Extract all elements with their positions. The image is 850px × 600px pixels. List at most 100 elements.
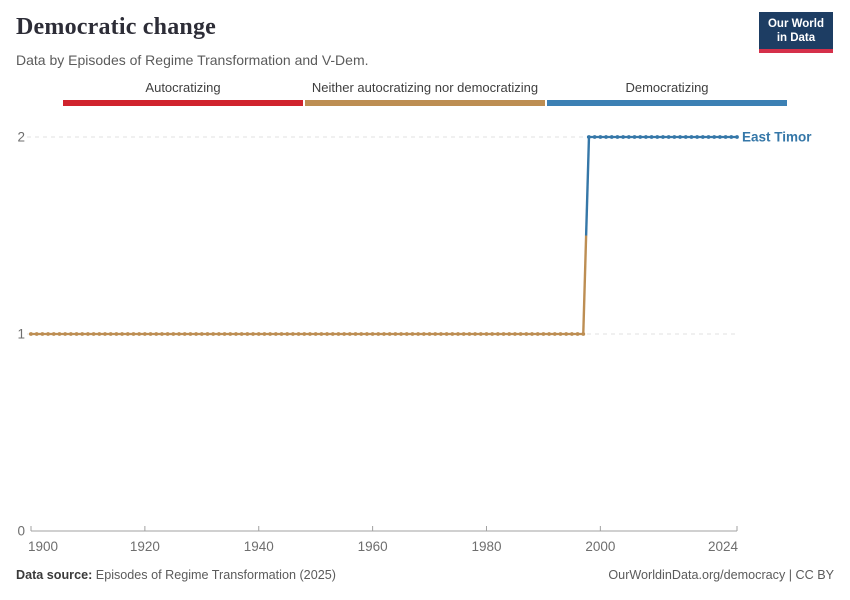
data-point-1935[interactable] xyxy=(228,332,233,336)
data-point-1916[interactable] xyxy=(120,332,124,336)
data-point-1956[interactable] xyxy=(347,332,352,336)
data-point-2001[interactable] xyxy=(604,135,608,139)
data-point-1926[interactable] xyxy=(177,332,181,336)
data-point-1974[interactable] xyxy=(450,332,455,336)
data-point-2012[interactable] xyxy=(666,135,671,139)
data-point-1975[interactable] xyxy=(456,332,460,336)
data-point-1982[interactable] xyxy=(495,332,500,336)
data-point-1906[interactable] xyxy=(63,332,68,336)
data-point-1954[interactable] xyxy=(336,332,341,336)
data-point-1920[interactable] xyxy=(142,332,147,336)
data-point-1915[interactable] xyxy=(114,332,119,336)
data-point-1925[interactable] xyxy=(171,332,176,336)
data-point-1992[interactable] xyxy=(552,332,557,336)
data-point-1909[interactable] xyxy=(80,332,85,336)
data-point-1981[interactable] xyxy=(490,332,495,336)
data-point-1966[interactable] xyxy=(404,332,409,336)
data-point-1977[interactable] xyxy=(467,332,472,336)
owid-logo[interactable]: Our World in Data xyxy=(758,12,833,54)
data-point-2002[interactable] xyxy=(609,135,614,139)
data-point-1986[interactable] xyxy=(518,332,523,336)
data-point-2006[interactable] xyxy=(632,135,637,139)
data-point-2020[interactable] xyxy=(712,135,717,139)
data-point-2005[interactable] xyxy=(626,135,631,139)
data-point-1941[interactable] xyxy=(262,332,267,336)
data-point-1932[interactable] xyxy=(211,332,216,336)
data-point-2017[interactable] xyxy=(695,135,700,139)
data-point-2019[interactable] xyxy=(706,135,711,139)
data-point-1942[interactable] xyxy=(268,332,273,336)
data-point-1987[interactable] xyxy=(524,332,529,336)
data-point-1970[interactable] xyxy=(427,332,432,336)
data-point-1929[interactable] xyxy=(194,332,199,336)
data-point-1959[interactable] xyxy=(365,332,369,336)
data-point-1999[interactable] xyxy=(592,135,597,139)
data-point-1900[interactable] xyxy=(29,332,33,336)
data-point-1928[interactable] xyxy=(188,332,193,336)
data-point-1957[interactable] xyxy=(353,332,358,336)
data-point-1985[interactable] xyxy=(513,332,517,336)
data-point-1901[interactable] xyxy=(34,332,39,336)
data-point-1923[interactable] xyxy=(160,332,164,336)
data-point-1963[interactable] xyxy=(387,332,392,336)
data-point-1953[interactable] xyxy=(330,332,335,336)
data-point-1940[interactable] xyxy=(256,332,261,336)
data-point-2013[interactable] xyxy=(672,135,677,139)
data-point-1969[interactable] xyxy=(421,332,426,336)
data-point-1984[interactable] xyxy=(507,332,512,336)
data-point-1973[interactable] xyxy=(444,332,449,336)
data-point-2011[interactable] xyxy=(661,135,665,139)
data-point-2009[interactable] xyxy=(649,135,654,139)
data-point-1979[interactable] xyxy=(478,332,483,336)
data-point-2024[interactable] xyxy=(735,135,739,139)
data-point-1944[interactable] xyxy=(279,332,284,336)
data-point-2021[interactable] xyxy=(718,135,722,139)
data-point-2010[interactable] xyxy=(655,135,660,139)
owid-credit-link[interactable]: OurWorldinData.org/democracy | CC BY xyxy=(608,568,834,582)
data-point-1930[interactable] xyxy=(199,332,204,336)
data-point-1905[interactable] xyxy=(57,332,62,336)
data-point-1903[interactable] xyxy=(46,332,50,336)
data-point-2022[interactable] xyxy=(723,135,728,139)
data-point-2008[interactable] xyxy=(644,135,648,139)
data-point-1908[interactable] xyxy=(74,332,79,336)
data-point-1938[interactable] xyxy=(245,332,250,336)
data-point-1998[interactable] xyxy=(587,135,591,139)
data-point-1945[interactable] xyxy=(285,332,290,336)
data-point-1951[interactable] xyxy=(319,332,324,336)
data-point-1961[interactable] xyxy=(376,332,381,336)
data-point-1948[interactable] xyxy=(302,332,307,336)
data-point-1911[interactable] xyxy=(91,332,96,336)
data-point-1924[interactable] xyxy=(165,332,170,336)
data-point-2015[interactable] xyxy=(683,135,688,139)
data-point-1917[interactable] xyxy=(125,332,130,336)
data-point-1934[interactable] xyxy=(222,332,227,336)
data-point-1962[interactable] xyxy=(382,332,386,336)
data-point-1967[interactable] xyxy=(410,332,415,336)
data-point-1958[interactable] xyxy=(359,332,364,336)
data-point-1976[interactable] xyxy=(461,332,466,336)
data-point-1996[interactable] xyxy=(575,332,580,336)
data-point-1964[interactable] xyxy=(393,332,398,336)
data-point-1936[interactable] xyxy=(234,332,238,336)
data-point-2007[interactable] xyxy=(638,135,643,139)
data-point-1991[interactable] xyxy=(547,332,552,336)
data-point-1913[interactable] xyxy=(103,332,107,336)
data-point-1904[interactable] xyxy=(51,332,56,336)
data-point-1952[interactable] xyxy=(325,332,329,336)
data-point-1914[interactable] xyxy=(108,332,113,336)
data-point-2003[interactable] xyxy=(615,135,620,139)
data-point-1971[interactable] xyxy=(433,332,438,336)
data-point-1965[interactable] xyxy=(399,332,403,336)
data-point-1931[interactable] xyxy=(205,332,210,336)
data-point-1946[interactable] xyxy=(291,332,295,336)
data-point-1912[interactable] xyxy=(97,332,102,336)
data-point-1921[interactable] xyxy=(148,332,153,336)
data-point-1933[interactable] xyxy=(216,332,221,336)
data-point-1972[interactable] xyxy=(439,332,443,336)
data-point-1950[interactable] xyxy=(313,332,318,336)
data-point-1919[interactable] xyxy=(137,332,142,336)
data-point-1937[interactable] xyxy=(239,332,244,336)
data-point-2016[interactable] xyxy=(689,135,694,139)
data-point-1980[interactable] xyxy=(484,332,489,336)
